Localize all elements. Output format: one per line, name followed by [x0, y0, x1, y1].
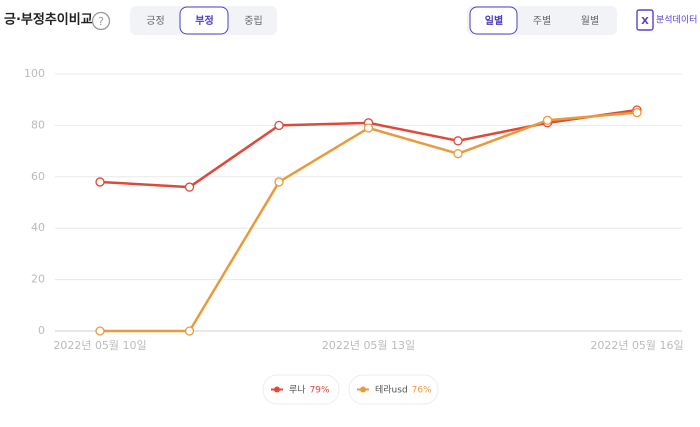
- x-tick-label: 2022년 05월 13일: [322, 338, 415, 352]
- legend-share: 79%: [310, 386, 330, 396]
- tab[interactable]: 긍정: [146, 15, 164, 27]
- legend-share: 76%: [412, 386, 432, 396]
- y-tick-label: 100: [24, 67, 45, 80]
- section-title: 긍·부정추이비교: [4, 12, 93, 28]
- line-chart: 0 20 40 60 80 100 2022년 05월 10일 2022년 05월 13일 20…: [24, 67, 684, 352]
- active-tab: [469, 6, 518, 35]
- data-point: [274, 177, 284, 187]
- data-point: [274, 120, 284, 131]
- x-tick-label: 2022년 05월 16일: [590, 338, 683, 352]
- data-point: [453, 149, 463, 159]
- tab[interactable]: 주별: [533, 15, 551, 27]
- export-label[interactable]: 분석데이터: [656, 15, 697, 26]
- y-tick-label: 0: [38, 324, 45, 337]
- tab[interactable]: 일별: [485, 14, 503, 27]
- y-tick-label: 20: [31, 273, 45, 286]
- legend-item[interactable]: 루나 79%: [262, 374, 340, 405]
- legend-label: 테라usd: [375, 385, 408, 396]
- svg-text:X: X: [641, 16, 649, 27]
- active-tab: [179, 6, 229, 35]
- data-point: [184, 182, 195, 192]
- legend-label: 루나: [289, 385, 306, 396]
- data-point: [632, 107, 642, 118]
- y-tick-label: 60: [31, 170, 45, 183]
- export-button[interactable]: X 분석데이터: [636, 9, 697, 31]
- data-point: [95, 177, 105, 187]
- y-tick-label: 40: [31, 221, 45, 234]
- legend-pill: [262, 374, 340, 405]
- legend-swatch: [360, 386, 366, 393]
- svg-text:?: ?: [98, 15, 104, 28]
- tab[interactable]: 중립: [244, 14, 262, 27]
- tab[interactable]: 부정: [195, 14, 213, 27]
- data-point: [453, 136, 463, 146]
- help-icon[interactable]: ?: [91, 11, 111, 31]
- tab[interactable]: 월별: [581, 15, 599, 27]
- data-point: [95, 326, 105, 336]
- data-point: [542, 115, 553, 125]
- y-tick-label: 80: [31, 118, 45, 131]
- legend-swatch: [274, 386, 280, 393]
- data-point: [184, 326, 195, 336]
- x-tick-label: 2022년 05월 10일: [53, 338, 146, 352]
- legend-item[interactable]: 테라usd 76%: [348, 374, 439, 405]
- data-point: [363, 123, 374, 133]
- series-line: [100, 111, 638, 333]
- legend-pill: [348, 374, 439, 405]
